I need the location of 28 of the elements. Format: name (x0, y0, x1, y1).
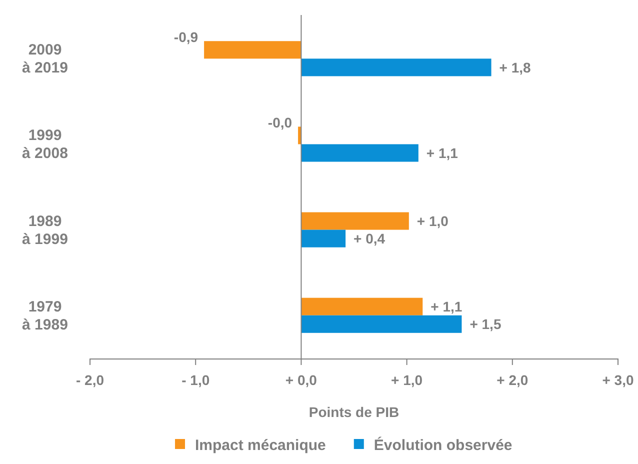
y-tick-label: 1999 à 2008 (22, 127, 68, 162)
data-label: + 1,8 (499, 59, 532, 76)
bar (204, 41, 302, 59)
data-label: + 1,1 (430, 298, 462, 315)
x-tick-label: + 0,0 (285, 372, 318, 388)
data-label: + 1,1 (426, 144, 458, 161)
x-tick-label: + 2,0 (496, 372, 528, 388)
bar (301, 315, 462, 333)
x-tick-label: - 1,0 (182, 372, 210, 388)
y-tick-label: 2009 à 2019 (22, 42, 68, 77)
data-label: + 1,0 (416, 213, 449, 230)
x-tick-label: + 3,0 (602, 372, 634, 388)
bar (301, 298, 423, 316)
data-label: + 1,5 (470, 316, 502, 332)
x-tick-label: - 2,0 (76, 372, 104, 388)
data-label: + 0,4 (354, 230, 386, 247)
y-tick-label: 1979 à 1989 (22, 298, 68, 334)
legend-label: Impact mécanique (195, 437, 326, 454)
bar (301, 230, 346, 248)
bar (301, 58, 492, 76)
x-axis-title: Points de PIB (308, 404, 400, 420)
bar (301, 144, 418, 162)
bar (301, 212, 409, 230)
legend-label: Évolution observée (374, 436, 512, 454)
x-tick-label: + 1,0 (391, 372, 423, 388)
data-label: -0,0 (268, 114, 292, 130)
y-tick-label: 1989 à 1999 (22, 212, 68, 248)
data-label: -0,9 (174, 28, 198, 45)
